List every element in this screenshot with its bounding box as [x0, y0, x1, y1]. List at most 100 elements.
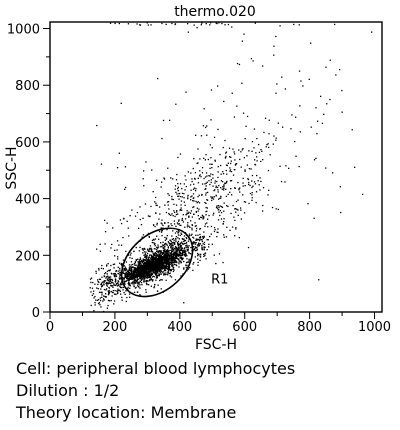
data-point: [266, 144, 268, 146]
data-point: [197, 254, 199, 256]
data-point: [170, 257, 173, 259]
data-point: [222, 171, 224, 173]
data-point: [187, 248, 190, 250]
data-point: [190, 196, 192, 198]
data-point: [129, 274, 131, 276]
data-point: [260, 149, 262, 151]
data-point: [146, 263, 148, 265]
data-point: [109, 276, 112, 278]
data-point: [213, 212, 215, 214]
data-point: [223, 202, 225, 204]
data-point: [156, 258, 158, 260]
data-point: [315, 107, 317, 109]
data-point: [134, 270, 136, 272]
data-point: [137, 260, 139, 263]
data-point: [192, 243, 195, 245]
data-point: [231, 26, 233, 28]
data-point: [290, 128, 292, 130]
data-point: [139, 246, 141, 248]
data-point: [168, 257, 170, 259]
data-point: [166, 235, 168, 237]
data-point: [160, 254, 162, 257]
data-point: [262, 204, 264, 207]
data-point: [166, 264, 168, 266]
data-point: [125, 271, 127, 273]
data-point: [120, 274, 122, 276]
data-point: [172, 198, 174, 201]
data-point: [114, 22, 116, 25]
data-point: [225, 155, 227, 158]
data-point: [237, 199, 239, 201]
data-point: [132, 277, 134, 279]
data-point: [165, 260, 167, 262]
data-point: [275, 139, 277, 141]
data-point: [151, 273, 154, 276]
data-point: [197, 196, 199, 198]
data-point: [173, 247, 175, 250]
data-point: [160, 288, 162, 290]
data-point: [171, 22, 173, 25]
data-point: [162, 259, 164, 261]
data-point: [236, 105, 238, 107]
data-point: [323, 113, 325, 115]
data-point: [181, 259, 184, 261]
data-point: [176, 211, 178, 213]
data-point: [205, 194, 207, 196]
data-point: [139, 258, 142, 260]
data-point: [208, 243, 210, 245]
data-point: [152, 258, 154, 260]
data-point: [131, 257, 133, 260]
data-point: [103, 288, 106, 291]
data-point: [223, 187, 225, 189]
gate-ellipse[interactable]: [108, 215, 206, 311]
data-point: [143, 260, 145, 263]
data-point: [157, 269, 159, 271]
data-point: [172, 264, 174, 266]
data-point: [187, 196, 189, 198]
data-point: [191, 195, 193, 197]
scatter-plot: thermo.020 R1 0 200 400 600 800 1000 02004006…: [4, 4, 391, 352]
data-point: [147, 215, 150, 217]
data-point: [148, 262, 150, 264]
data-point: [216, 236, 218, 238]
data-point: [144, 254, 146, 256]
data-point: [152, 257, 154, 259]
data-point: [100, 288, 102, 290]
data-point: [259, 177, 261, 179]
data-point: [147, 274, 149, 276]
data-point: [185, 246, 187, 249]
data-point: [203, 108, 205, 110]
data-point: [149, 247, 151, 250]
data-point: [186, 212, 188, 214]
data-point: [101, 284, 103, 286]
data-point: [167, 264, 170, 266]
data-point: [122, 259, 125, 261]
data-point: [134, 268, 136, 270]
data-point: [115, 274, 117, 276]
data-point: [185, 254, 187, 256]
data-point: [181, 233, 183, 235]
data-point: [155, 196, 157, 199]
data-point: [313, 217, 315, 219]
data-point: [127, 23, 130, 25]
data-point: [122, 277, 124, 279]
data-point: [104, 273, 106, 275]
data-point: [147, 261, 150, 263]
data-point: [96, 287, 98, 289]
data-point: [205, 202, 207, 204]
data-point: [139, 272, 141, 274]
data-point: [174, 252, 176, 254]
data-point: [192, 200, 194, 202]
data-point: [183, 252, 185, 254]
data-point: [194, 177, 196, 180]
data-point: [109, 22, 112, 24]
data-point: [136, 279, 138, 281]
data-point: [182, 253, 184, 256]
data-point: [242, 112, 245, 114]
data-point: [163, 273, 165, 275]
data-point: [277, 208, 279, 211]
x-tick-label: 200: [102, 320, 127, 335]
data-point: [154, 254, 156, 256]
data-point: [138, 227, 140, 229]
data-point: [125, 280, 127, 282]
